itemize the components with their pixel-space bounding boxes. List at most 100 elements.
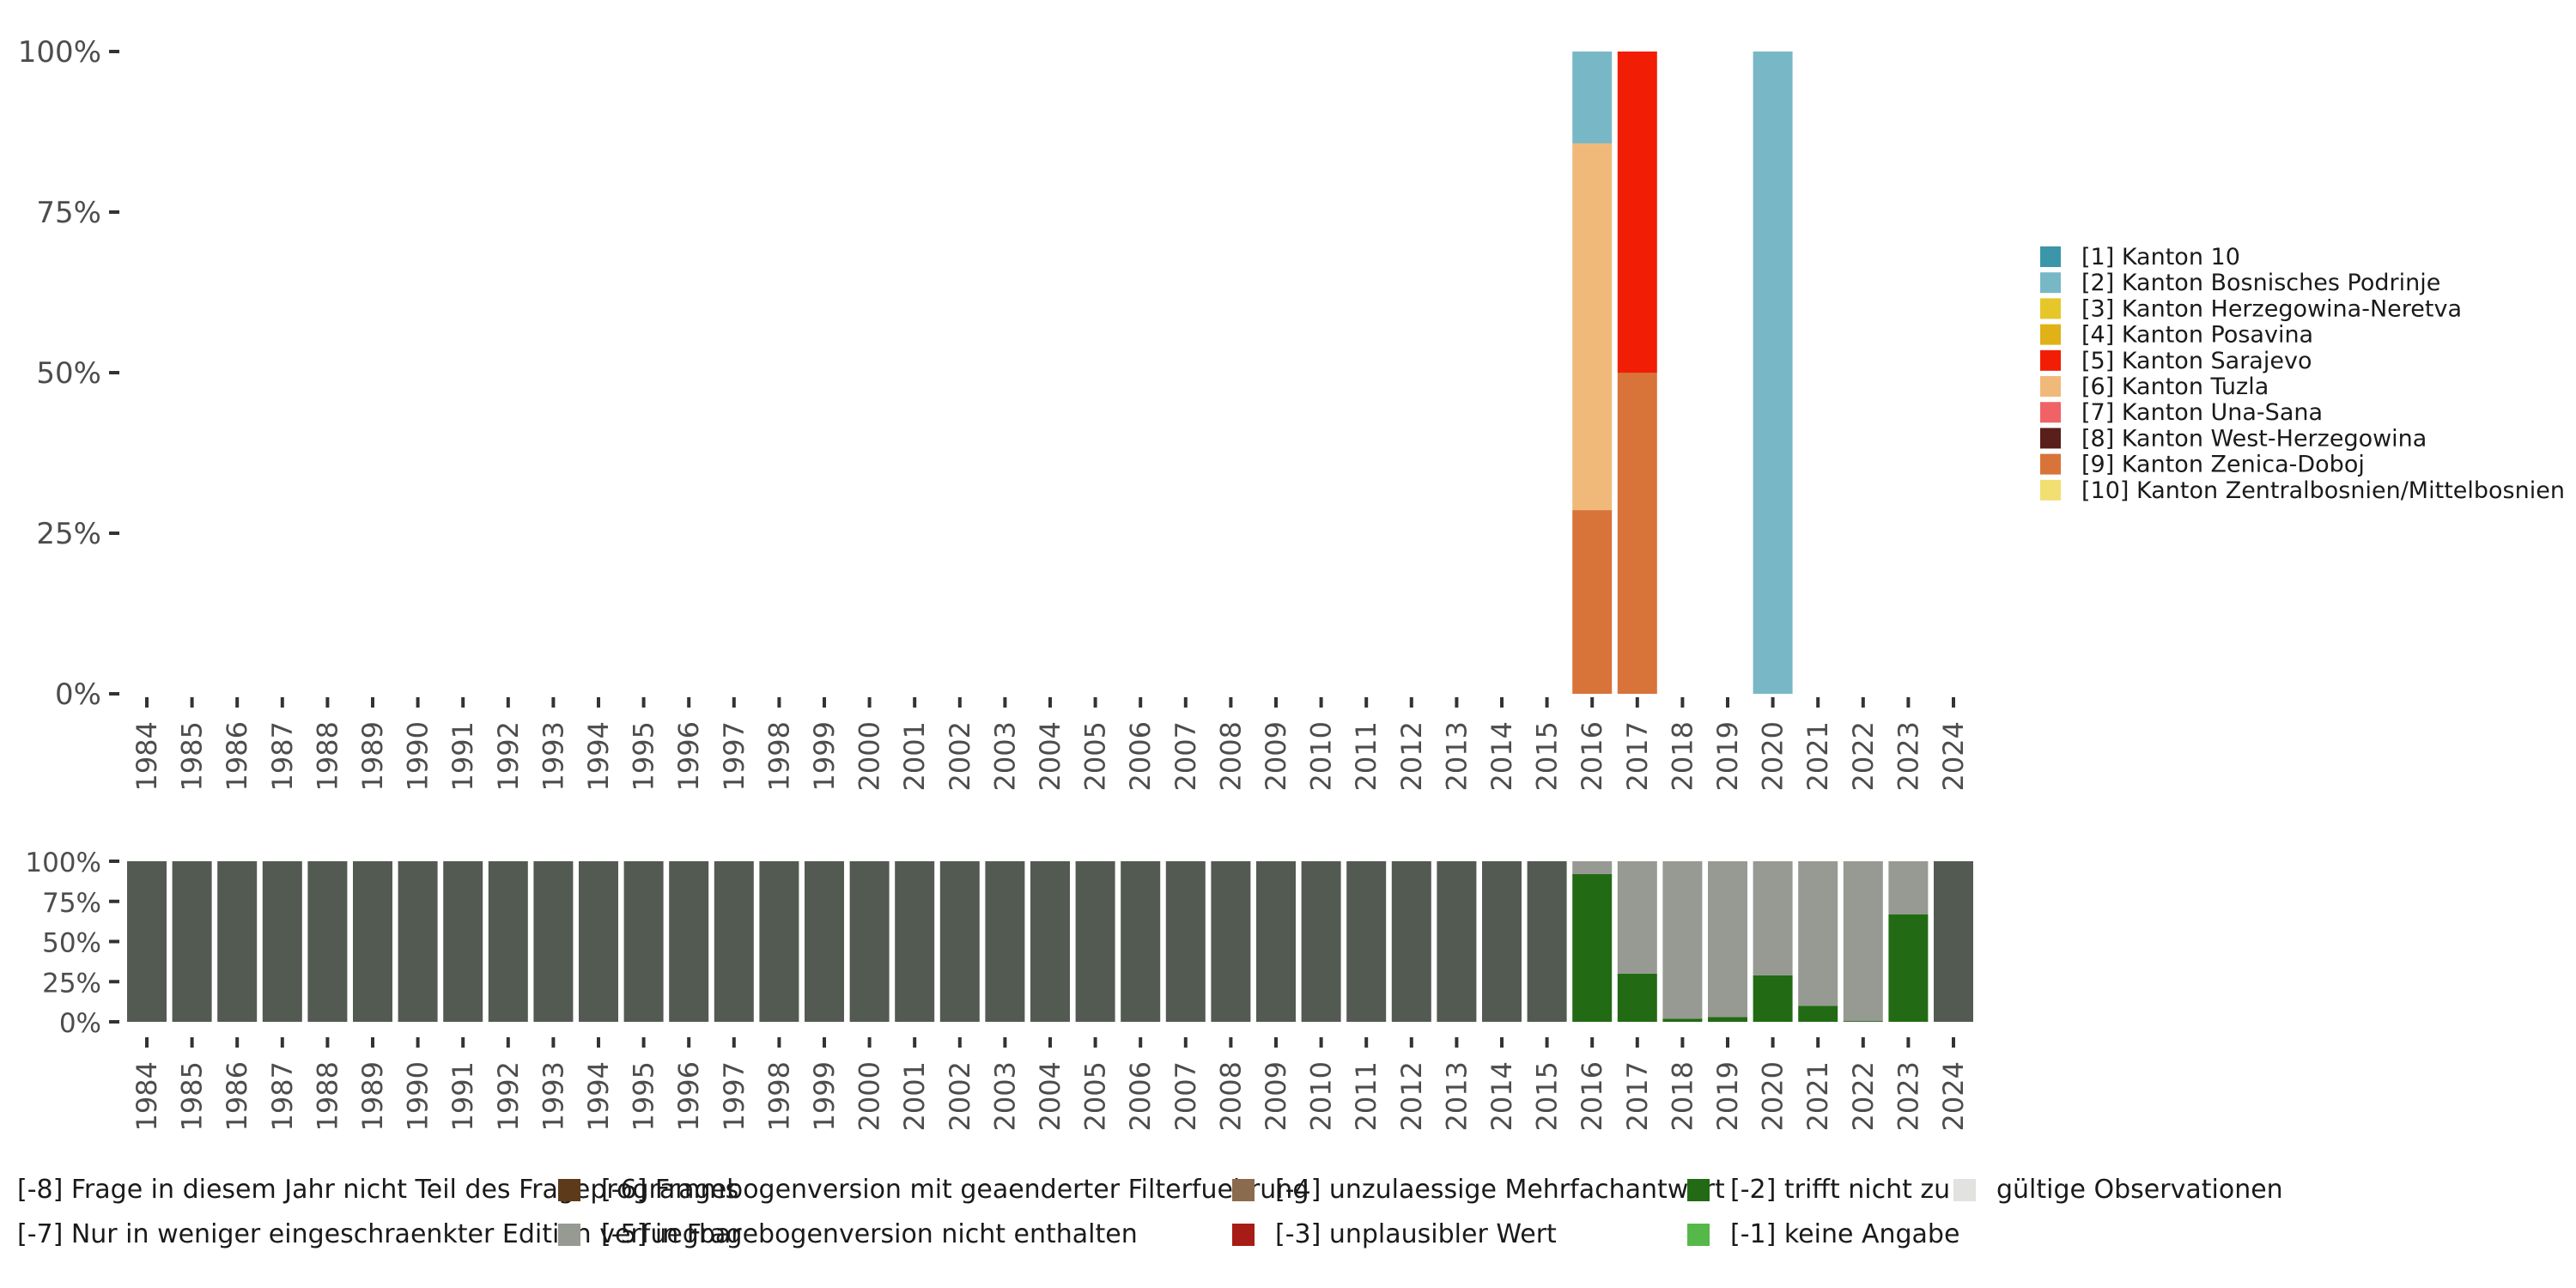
legend-swatch bbox=[2040, 349, 2061, 371]
x-tick-label: 2003 bbox=[988, 721, 1021, 791]
bar-segment bbox=[1165, 861, 1206, 1022]
x-tick-label: 2011 bbox=[1350, 1061, 1382, 1131]
x-tick-label: 2011 bbox=[1350, 721, 1382, 791]
bar-segment bbox=[1256, 861, 1296, 1022]
bar-segment bbox=[1617, 373, 1657, 694]
x-tick-label: 1993 bbox=[537, 1061, 569, 1131]
x-tick-label: 1991 bbox=[447, 1061, 479, 1131]
bar-segment bbox=[1075, 861, 1115, 1022]
x-tick-label: 1992 bbox=[492, 721, 525, 791]
x-tick-label: 2019 bbox=[1711, 1061, 1744, 1131]
legend-swatch bbox=[2040, 298, 2061, 319]
bar-segment bbox=[579, 861, 618, 1022]
x-tick-label: 2014 bbox=[1485, 721, 1518, 791]
bar-segment bbox=[805, 861, 844, 1022]
bar-segment bbox=[1346, 861, 1387, 1022]
x-tick-label: 2006 bbox=[1124, 1061, 1157, 1131]
x-tick-label: 2010 bbox=[1305, 1061, 1338, 1131]
x-tick-label: 2019 bbox=[1711, 721, 1744, 791]
bar-segment bbox=[1617, 973, 1657, 1022]
x-tick-label: 2007 bbox=[1170, 1061, 1202, 1131]
x-tick-label: 2022 bbox=[1847, 1061, 1880, 1131]
x-tick-label: 1985 bbox=[176, 1061, 209, 1131]
x-tick-label: 2023 bbox=[1892, 1061, 1924, 1131]
bottom-chart-legend: [-8] Frage in diesem Jahr nicht Teil des… bbox=[17, 1175, 2283, 1249]
legend-label: [-1] keine Angabe bbox=[1730, 1219, 1959, 1249]
x-tick-label: 2009 bbox=[1260, 1061, 1292, 1131]
bar-segment bbox=[1482, 861, 1522, 1022]
x-tick-label: 2004 bbox=[1034, 721, 1066, 791]
bar-segment bbox=[1572, 143, 1613, 511]
x-tick-label: 1990 bbox=[402, 721, 434, 791]
x-tick-label: 2017 bbox=[1621, 1061, 1654, 1131]
legend-label: [8] Kanton West-Herzegowina bbox=[2081, 425, 2427, 452]
x-tick-label: 2013 bbox=[1440, 721, 1473, 791]
bar-segment bbox=[1617, 52, 1657, 373]
y-tick-label: 100% bbox=[25, 848, 101, 878]
y-tick-label: 50% bbox=[42, 928, 101, 959]
x-tick-label: 2018 bbox=[1666, 721, 1698, 791]
bar-segment bbox=[1843, 861, 1883, 1022]
x-tick-label: 2021 bbox=[1801, 721, 1834, 791]
legend-swatch bbox=[558, 1179, 580, 1201]
x-tick-label: 2016 bbox=[1576, 1061, 1608, 1131]
bar-segment bbox=[127, 861, 167, 1022]
bar-segment bbox=[1843, 1021, 1883, 1022]
bar-segment bbox=[1753, 975, 1793, 1022]
bar-segment bbox=[1798, 1005, 1838, 1022]
y-tick-label: 25% bbox=[36, 517, 101, 551]
bar-segment bbox=[1572, 52, 1613, 143]
x-tick-label: 1985 bbox=[176, 721, 209, 791]
bar-segment bbox=[1662, 1018, 1703, 1022]
x-tick-label: 2001 bbox=[898, 1061, 931, 1131]
x-tick-label: 1987 bbox=[266, 721, 299, 791]
legend-swatch bbox=[1687, 1179, 1710, 1201]
y-tick-label: 75% bbox=[36, 196, 101, 230]
y-tick-label: 50% bbox=[36, 356, 101, 391]
bar-segment bbox=[1572, 873, 1613, 1022]
bar-segment bbox=[1662, 861, 1703, 1019]
bar-segment bbox=[217, 861, 258, 1022]
top-chart-panel: 0% 25% 50% 75% 100% 1984 1985 1986 1987 1988 1989 1… bbox=[18, 35, 1970, 791]
bar-segment bbox=[353, 861, 392, 1022]
x-tick-label: 2015 bbox=[1531, 1061, 1564, 1131]
bar-segment bbox=[1708, 861, 1747, 1018]
bar-segment bbox=[895, 861, 935, 1022]
x-tick-label: 1991 bbox=[447, 721, 479, 791]
bar-segment bbox=[533, 861, 574, 1022]
legend-swatch bbox=[558, 1224, 580, 1246]
bar-segment bbox=[1888, 861, 1929, 914]
legend-label: [-6] Fragebogenversion mit geaenderter F… bbox=[601, 1175, 1309, 1205]
x-tick-label: 2018 bbox=[1666, 1061, 1698, 1131]
x-tick-label: 2010 bbox=[1305, 721, 1338, 791]
legend-swatch bbox=[2040, 272, 2061, 294]
x-tick-label: 2022 bbox=[1847, 721, 1880, 791]
bar-segment bbox=[985, 861, 1025, 1022]
x-tick-label: 2012 bbox=[1395, 1061, 1428, 1131]
bar-segment bbox=[669, 861, 709, 1022]
x-tick-label: 1984 bbox=[131, 721, 163, 791]
x-tick-label: 2008 bbox=[1214, 721, 1247, 791]
x-tick-label: 2020 bbox=[1757, 721, 1789, 791]
x-tick-label: 1993 bbox=[537, 721, 569, 791]
x-tick-label: 1989 bbox=[356, 721, 389, 791]
x-tick-label: 2005 bbox=[1079, 1061, 1112, 1131]
legend-label: [-8] Frage in diesem Jahr nicht Teil des… bbox=[17, 1175, 738, 1205]
x-tick-label: 2006 bbox=[1124, 721, 1157, 791]
x-tick-label: 1990 bbox=[402, 1061, 434, 1131]
x-tick-label: 1998 bbox=[762, 1061, 795, 1131]
legend-label: [6] Kanton Tuzla bbox=[2081, 374, 2269, 400]
bar-segment bbox=[1572, 861, 1613, 874]
bar-segment bbox=[1527, 861, 1567, 1022]
legend-label: [3] Kanton Herzegowina-Neretva bbox=[2081, 295, 2462, 322]
x-tick-label: 2012 bbox=[1395, 721, 1428, 791]
legend-label: [2] Kanton Bosnisches Podrinje bbox=[2081, 270, 2440, 296]
bar-segment bbox=[443, 861, 483, 1022]
bar-segment bbox=[1888, 914, 1929, 1022]
bar-segment bbox=[759, 861, 799, 1022]
legend-label: [4] Kanton Posavina bbox=[2081, 322, 2313, 349]
legend-swatch bbox=[1687, 1224, 1710, 1246]
bar-segment bbox=[714, 861, 754, 1022]
legend-swatch bbox=[1232, 1179, 1255, 1201]
